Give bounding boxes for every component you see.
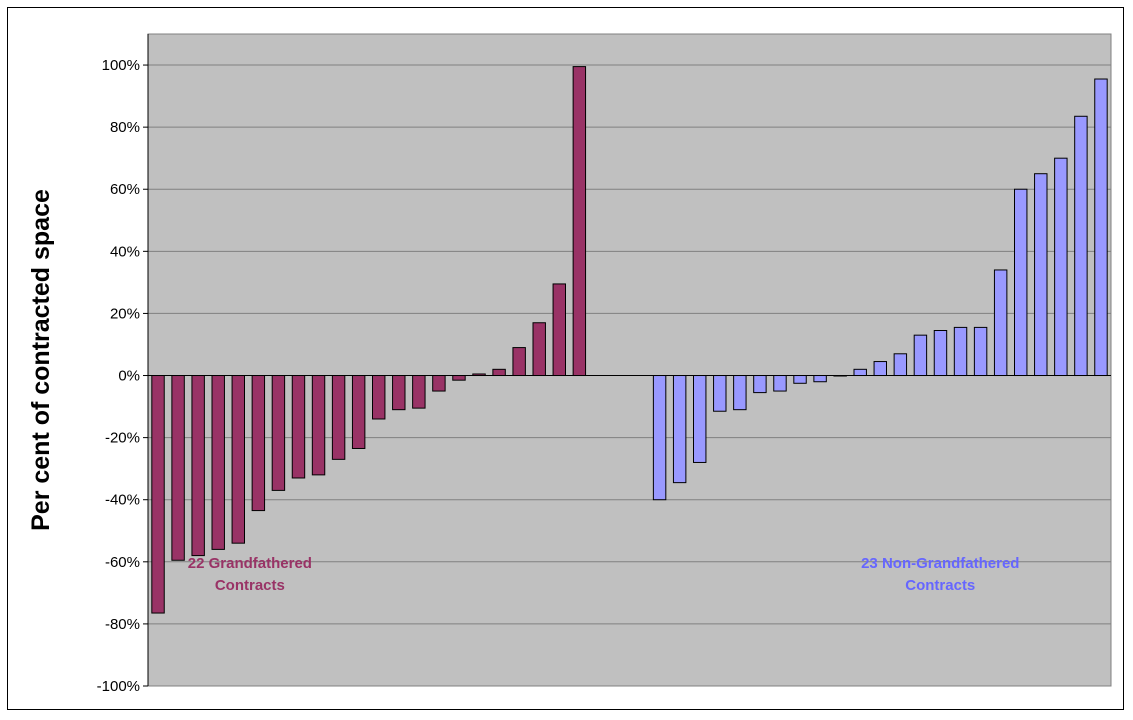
bar	[1034, 173, 1048, 377]
series-annotation: 22 Grandfathered	[188, 555, 312, 572]
chart-frame: -100% -80% -60% -40% -20% 0% 20% 40% 60% 80% 100% …	[7, 7, 1124, 710]
bar	[211, 375, 225, 550]
bar	[753, 375, 767, 394]
y-tick-label: -100%	[97, 678, 140, 695]
y-tick-label: 100%	[102, 57, 140, 74]
bar	[773, 375, 787, 392]
y-axis-label: Per cent of contracted space	[27, 189, 55, 531]
bar	[1013, 188, 1028, 377]
bar	[351, 375, 366, 449]
bar	[251, 375, 266, 512]
bar	[953, 326, 968, 377]
bar	[532, 322, 546, 377]
bar	[853, 368, 867, 377]
annotations: 22 Grandfathered Contracts 23 Non-Grandfat…	[188, 555, 1020, 594]
bar	[1054, 157, 1068, 377]
y-axis-tick-labels: -100% -80% -60% -40% -20% 0% 20% 40% 60% 80% 100%	[97, 57, 140, 695]
bar	[512, 347, 526, 377]
bar	[572, 66, 587, 377]
bar	[452, 375, 466, 381]
y-tick-label: 20%	[110, 305, 140, 322]
bar	[492, 368, 506, 377]
bar	[151, 375, 165, 614]
bar-chart: -100%-80%-60%-40%-20%0%20%40%60%80%100% …	[27, 33, 1112, 695]
bar	[652, 375, 667, 501]
bar	[231, 375, 246, 544]
y-tick-label: 40%	[110, 243, 140, 260]
bar	[973, 326, 988, 377]
bar	[371, 375, 386, 420]
bar	[933, 330, 948, 377]
bar	[552, 283, 567, 377]
series-annotation: 23 Non-Grandfathered	[861, 555, 1019, 572]
bar	[733, 375, 747, 411]
bar	[713, 375, 727, 412]
bar	[171, 375, 185, 561]
series-annotation: Contracts	[215, 577, 285, 594]
bar	[913, 334, 928, 377]
bar	[692, 375, 707, 463]
bar	[412, 375, 426, 409]
y-tick-label: -60%	[105, 554, 140, 571]
bar	[392, 375, 406, 411]
bar	[191, 375, 205, 557]
y-tick-label: -80%	[105, 616, 140, 633]
y-tick-label: -20%	[105, 430, 140, 447]
series-annotation: Contracts	[905, 577, 975, 594]
bar	[793, 375, 807, 384]
bar	[311, 375, 326, 476]
bar	[1074, 115, 1088, 377]
bar	[893, 353, 908, 377]
bar	[271, 375, 286, 491]
bar	[873, 361, 888, 377]
y-tick-label: 60%	[110, 181, 140, 198]
bar	[331, 375, 346, 460]
bar	[813, 375, 827, 383]
plot-area	[147, 33, 1112, 687]
y-tick-label: 80%	[110, 119, 140, 136]
bar	[1094, 78, 1108, 377]
y-axis-ticks	[143, 64, 148, 687]
y-tick-label: 0%	[118, 368, 140, 385]
bar	[993, 269, 1008, 377]
bar	[432, 375, 446, 392]
bar	[672, 375, 687, 484]
bar	[291, 375, 306, 479]
y-tick-label: -40%	[105, 492, 140, 509]
